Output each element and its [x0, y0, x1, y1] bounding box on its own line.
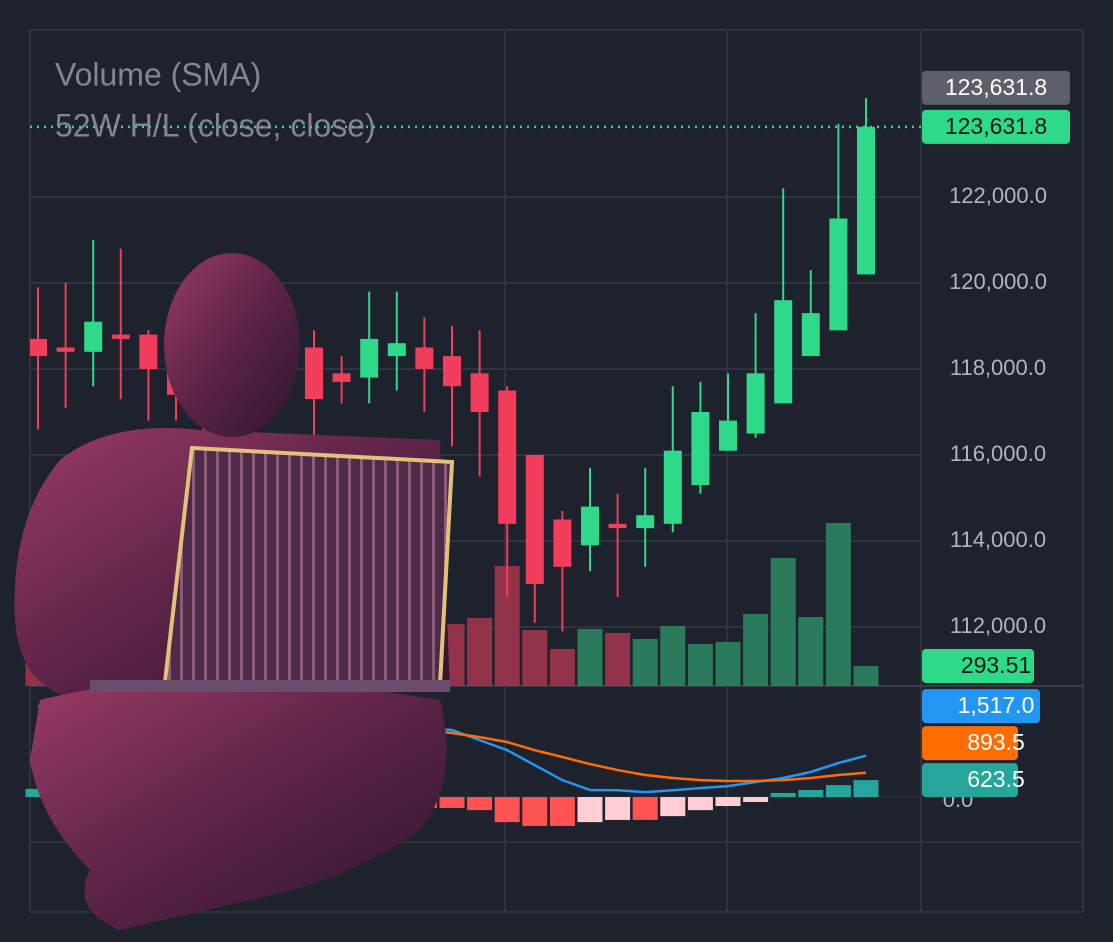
candle-body: [746, 373, 765, 434]
candle-body: [84, 321, 103, 352]
candle-body: [553, 519, 572, 567]
candle-body: [360, 338, 379, 378]
histogram-bar: [439, 797, 465, 808]
candle-body: [111, 334, 130, 339]
indicator-label: 52W H/L (close, close): [55, 107, 376, 143]
volume-label: 293.51: [961, 652, 1031, 678]
volume-bar: [467, 617, 493, 686]
candle-body: [415, 347, 434, 370]
candle-body: [387, 343, 406, 357]
volume-bar: [770, 557, 796, 686]
histogram-bar: [605, 797, 631, 820]
candle-body: [608, 523, 627, 529]
high-label-bg: [922, 70, 1070, 105]
candle-body: [30, 338, 47, 357]
volume-bar: [549, 648, 575, 686]
candle-body: [443, 356, 461, 387]
figure-head: [164, 253, 300, 437]
indicator-label: Volume (SMA): [55, 56, 261, 92]
histogram-bar: [549, 797, 575, 826]
histogram-bar: [798, 789, 824, 798]
macd-label: 1,517.0: [958, 692, 1035, 718]
candle-body: [139, 334, 158, 370]
figure-legs: [30, 680, 447, 930]
histogram-bar: [825, 785, 851, 798]
volume-bar: [660, 625, 686, 686]
candle-body: [801, 313, 820, 357]
candle-body: [719, 420, 737, 451]
signal-label: 893.5: [967, 729, 1025, 755]
candle-body: [470, 373, 489, 413]
y-tick-label: 120,000.0: [949, 269, 1047, 294]
histogram-bar: [770, 792, 796, 798]
volume-bar: [522, 629, 548, 686]
illustration: [14, 253, 455, 930]
histogram-bar: [853, 780, 879, 798]
candle-body: [305, 347, 323, 400]
candle-body: [857, 126, 875, 275]
candle-body: [56, 347, 75, 352]
volume-label-bg: [922, 649, 1034, 683]
candle-body: [691, 412, 710, 486]
histogram-bar: [522, 797, 548, 826]
signal-label-bg: [922, 726, 1018, 761]
candle-body: [663, 450, 682, 524]
volume-bar: [605, 632, 631, 686]
y-tick-label: 114,000.0: [950, 527, 1046, 552]
high-label: 123,631.8: [945, 74, 1047, 100]
volume-bar: [825, 522, 851, 686]
histogram-bar: [467, 797, 493, 811]
candle-body: [332, 373, 351, 382]
volume-bar: [715, 641, 741, 686]
y-tick-label: 116,000.0: [950, 441, 1046, 466]
candle-body: [498, 390, 517, 524]
macd-label-bg: [922, 689, 1040, 724]
histogram-bar: [494, 797, 520, 823]
candle-body: [636, 515, 655, 529]
y-tick-label: 122,000.0: [949, 183, 1047, 208]
histogram-bar: [577, 797, 603, 823]
histogram-bar: [743, 797, 769, 802]
y-tick-label: 112,000.0: [950, 613, 1046, 638]
close-label-bg: [922, 109, 1070, 144]
volume-bar: [577, 628, 603, 686]
laptop: [162, 445, 455, 688]
y-tick-label: 118,000.0: [950, 355, 1046, 380]
volume-bar: [743, 614, 769, 686]
close-label: 123,631.8: [945, 113, 1047, 139]
histogram-bar: [687, 797, 713, 811]
histogram-bar: [25, 788, 51, 798]
volume-bar: [632, 638, 658, 686]
laptop-base: [90, 680, 450, 692]
candle-body: [581, 506, 599, 546]
histogram-bar: [660, 797, 686, 817]
histogram-label-bg: [922, 763, 1018, 798]
histogram-bar: [632, 797, 658, 820]
volume-bar: [853, 666, 879, 686]
candle-body: [525, 455, 544, 585]
volume-bar: [687, 644, 713, 686]
candle-body: [774, 300, 793, 404]
histogram-label: 623.5: [967, 766, 1025, 792]
volume-bar: [798, 616, 824, 686]
histogram-bar: [715, 797, 741, 807]
candle-body: [829, 218, 848, 331]
